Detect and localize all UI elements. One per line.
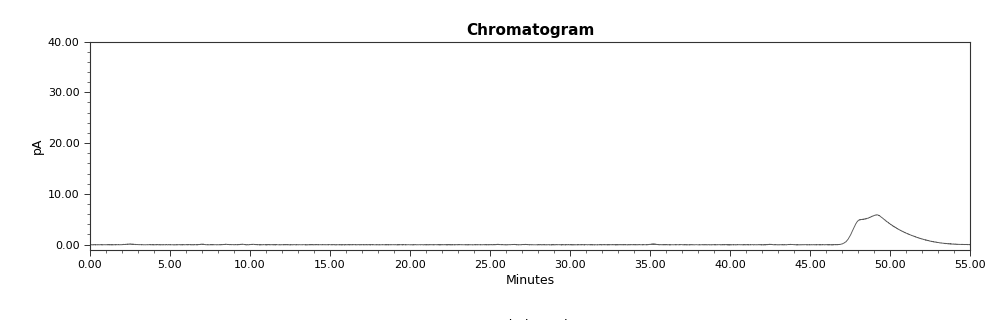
Processed Channel Descr. CAD_1 xyxy=(855,218,867,221)
Processed Channel Descr. CAD_1 xyxy=(873,214,885,218)
Processed Channel Descr. CAD_1 xyxy=(964,243,976,246)
Processed Channel Descr. CAD_1 xyxy=(258,243,270,247)
Y-axis label: pA: pA xyxy=(31,137,44,154)
Processed Channel Descr. CAD_1 xyxy=(871,213,883,217)
Title: Chromatogram: Chromatogram xyxy=(466,23,594,38)
X-axis label: Minutes: Minutes xyxy=(505,274,555,287)
Line: Processed Channel Descr. CAD_1: Processed Channel Descr. CAD_1 xyxy=(90,215,970,245)
Processed Channel Descr. CAD_1 xyxy=(350,243,362,246)
Processed Channel Descr. CAD_1 xyxy=(126,242,138,246)
Processed Channel Descr. CAD_1 xyxy=(84,243,96,247)
Legend: Processed Channel Descr. CAD_1: Processed Channel Descr. CAD_1 xyxy=(404,318,656,320)
Processed Channel Descr. CAD_1 xyxy=(434,243,446,247)
Processed Channel Descr. CAD_1 xyxy=(408,243,420,247)
